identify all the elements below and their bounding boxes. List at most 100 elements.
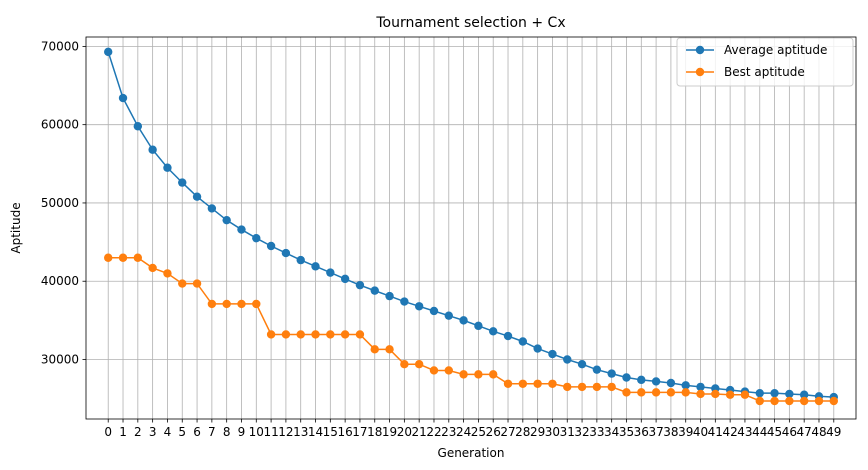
data-point bbox=[696, 389, 705, 399]
series-best bbox=[104, 253, 838, 406]
x-tick-label: 22 bbox=[426, 425, 441, 439]
data-point bbox=[518, 379, 528, 388]
data-point bbox=[548, 379, 557, 388]
series-line bbox=[108, 256, 834, 402]
x-tick-label: 32 bbox=[574, 425, 589, 439]
data-point bbox=[533, 379, 542, 388]
data-point bbox=[296, 330, 305, 339]
data-point bbox=[252, 299, 261, 309]
x-tick-label: 4 bbox=[164, 425, 172, 439]
data-point bbox=[489, 370, 498, 379]
data-point bbox=[503, 331, 513, 341]
data-point bbox=[444, 366, 453, 375]
y-tick-label: 30000 bbox=[41, 353, 79, 367]
x-tick-label: 11 bbox=[263, 425, 278, 439]
data-point bbox=[281, 248, 291, 258]
data-point bbox=[755, 396, 764, 406]
x-tick-label: 43 bbox=[737, 425, 752, 439]
data-point bbox=[311, 262, 320, 271]
data-point bbox=[785, 396, 794, 406]
data-point bbox=[637, 375, 646, 385]
data-point bbox=[459, 316, 468, 325]
data-point bbox=[207, 204, 217, 213]
data-point bbox=[400, 360, 409, 369]
data-point bbox=[592, 365, 602, 374]
data-point bbox=[133, 253, 143, 262]
x-tick-label: 10 bbox=[249, 425, 264, 439]
data-point bbox=[192, 279, 202, 288]
data-point bbox=[577, 360, 587, 369]
legend-marker-best bbox=[695, 67, 705, 77]
y-tick-label: 60000 bbox=[41, 118, 79, 132]
y-axis-ticks: 30000 40000 50000 60000 70000 bbox=[41, 39, 86, 367]
data-point bbox=[651, 377, 661, 386]
x-tick-label: 23 bbox=[441, 425, 456, 439]
x-tick-label: 30 bbox=[545, 425, 560, 439]
x-tick-label: 27 bbox=[500, 425, 515, 439]
data-point bbox=[814, 396, 824, 406]
x-tick-label: 24 bbox=[456, 425, 471, 439]
x-tick-label: 47 bbox=[797, 425, 812, 439]
data-point bbox=[770, 388, 779, 398]
data-point bbox=[799, 396, 809, 406]
data-point bbox=[222, 299, 231, 309]
data-point bbox=[118, 253, 128, 262]
chart-title: Tournament selection + Cx bbox=[375, 15, 565, 31]
data-point bbox=[207, 299, 217, 309]
x-tick-label: 31 bbox=[560, 425, 575, 439]
data-point bbox=[163, 163, 172, 172]
data-point bbox=[563, 355, 572, 364]
x-tick-label: 37 bbox=[648, 425, 663, 439]
x-tick-label: 48 bbox=[811, 425, 826, 439]
x-tick-label: 14 bbox=[308, 425, 323, 439]
data-point bbox=[711, 389, 720, 399]
x-tick-label: 25 bbox=[471, 425, 486, 439]
x-tick-label: 12 bbox=[278, 425, 293, 439]
data-point bbox=[459, 370, 468, 379]
data-point bbox=[104, 253, 113, 262]
y-axis-title: Aptitude bbox=[9, 202, 23, 253]
data-point bbox=[489, 327, 498, 336]
data-point bbox=[192, 192, 202, 201]
data-point bbox=[118, 93, 128, 103]
x-tick-label: 9 bbox=[238, 425, 246, 439]
data-point bbox=[400, 297, 409, 306]
x-tick-label: 45 bbox=[767, 425, 782, 439]
series-average bbox=[104, 47, 838, 402]
data-point bbox=[799, 390, 809, 399]
legend-label-average: Average aptitude bbox=[724, 43, 827, 57]
x-tick-label: 19 bbox=[382, 425, 397, 439]
data-point bbox=[326, 330, 335, 339]
data-point bbox=[577, 382, 587, 392]
y-tick-label: 40000 bbox=[41, 274, 79, 288]
data-point bbox=[104, 47, 113, 57]
data-point bbox=[266, 330, 276, 339]
x-tick-label: 46 bbox=[782, 425, 797, 439]
data-point bbox=[178, 279, 187, 288]
data-point bbox=[340, 330, 350, 339]
x-tick-label: 49 bbox=[826, 425, 841, 439]
data-point bbox=[622, 388, 631, 397]
x-tick-label: 0 bbox=[104, 425, 112, 439]
data-point bbox=[503, 379, 513, 388]
x-tick-label: 16 bbox=[337, 425, 352, 439]
data-point bbox=[622, 373, 631, 382]
x-tick-label: 40 bbox=[693, 425, 708, 439]
data-point bbox=[148, 145, 157, 154]
data-point bbox=[326, 268, 335, 277]
data-point bbox=[311, 330, 320, 339]
data-point bbox=[370, 345, 379, 354]
data-point bbox=[740, 390, 750, 399]
x-tick-label: 28 bbox=[515, 425, 530, 439]
data-point bbox=[237, 299, 246, 309]
data-point bbox=[355, 330, 365, 339]
data-point bbox=[237, 225, 246, 234]
data-point bbox=[148, 263, 157, 273]
legend-label-best: Best aptitude bbox=[724, 65, 805, 79]
y-tick-label: 50000 bbox=[41, 196, 79, 210]
data-point bbox=[725, 390, 735, 399]
x-tick-label: 3 bbox=[149, 425, 157, 439]
data-point bbox=[548, 349, 557, 359]
legend: Average aptitude Best aptitude bbox=[676, 37, 854, 87]
